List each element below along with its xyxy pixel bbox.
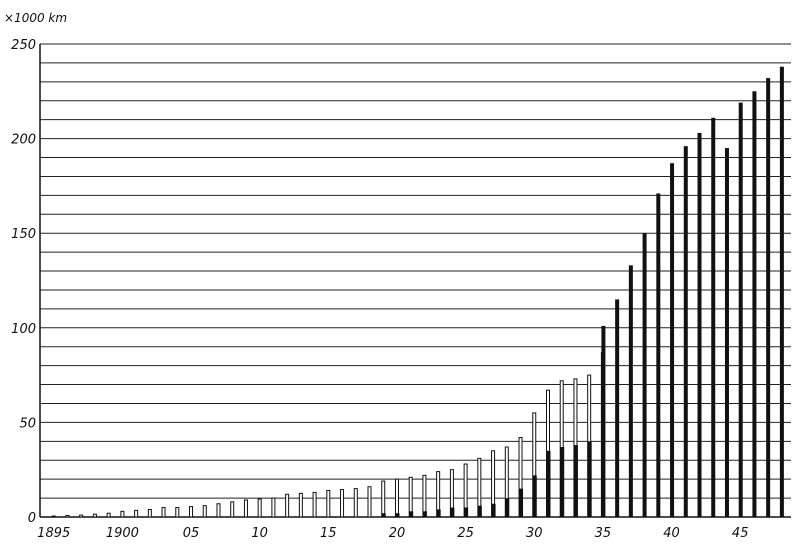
bar-light-1919 <box>381 480 386 518</box>
bar-dark-1921 <box>409 511 414 517</box>
bar-dark-1934 <box>587 441 592 517</box>
bar-dark-1935 <box>601 325 606 517</box>
x-tick-label: 25 <box>457 526 474 541</box>
bar-dark-1936 <box>615 299 620 517</box>
bar-dark-1931 <box>546 450 551 517</box>
bar-light-1906 <box>202 505 207 518</box>
bar-dark-1920 <box>395 513 400 517</box>
bar-dark-1947 <box>766 78 771 517</box>
bar-dark-1939 <box>656 193 661 517</box>
bar-light-1896 <box>65 514 70 518</box>
bar-light-1899 <box>106 512 111 518</box>
x-tick-label: 30 <box>526 526 543 541</box>
bar-light-1922 <box>422 474 427 518</box>
bar-light-1909 <box>243 499 248 518</box>
y-tick-label: 150 <box>11 227 36 242</box>
bar-dark-1919 <box>381 513 386 517</box>
bar-light-1920 <box>394 478 399 518</box>
axes <box>39 44 791 518</box>
bar-dark-1924 <box>450 507 455 517</box>
bar-dark-1930 <box>532 475 537 517</box>
bar-dark-1932 <box>560 446 565 517</box>
bar-light-1913 <box>298 492 303 518</box>
x-tick-label: 15 <box>320 526 337 541</box>
y-tick-labels: 0 50 100 150 200 250 <box>11 38 36 526</box>
bar-dark-1922 <box>422 511 427 517</box>
x-tick-label: 05 <box>183 526 200 541</box>
y-tick-label: 0 <box>28 511 36 526</box>
y-tick-label: 250 <box>11 38 36 53</box>
x-tick-label: 1895 <box>37 526 70 541</box>
bar-dark-1925 <box>464 507 469 517</box>
bar-dark-1929 <box>519 488 524 517</box>
bar-light-1905 <box>189 506 194 518</box>
x-tick-label: 35 <box>595 526 612 541</box>
bar-dark-1942 <box>697 132 702 517</box>
bar-dark-1946 <box>752 91 757 518</box>
bar-dark-1948 <box>779 66 784 517</box>
bar-dark-1943 <box>711 117 716 518</box>
bar-light-1910 <box>257 498 262 518</box>
bar-dark-1938 <box>642 233 647 517</box>
bar-light-1901 <box>134 509 139 518</box>
bar-dark-1944 <box>724 148 729 517</box>
bar-light-1895 <box>51 515 56 518</box>
bar-light-1900 <box>120 510 125 518</box>
bar-dark-1945 <box>738 102 743 517</box>
y-tick-label: 100 <box>11 322 36 337</box>
gridlines <box>40 43 791 518</box>
bar-light-1897 <box>79 514 84 518</box>
bar-dark-1927 <box>491 503 496 517</box>
x-tick-labels: 1895 1900 05 10 15 20 25 30 35 40 45 <box>37 526 748 541</box>
bar-dark-1937 <box>628 265 633 517</box>
bar-light-1903 <box>161 507 166 518</box>
bars <box>51 66 784 518</box>
y-tick-label: 50 <box>19 416 36 431</box>
bar-dark-1926 <box>477 505 482 517</box>
x-tick-label: 10 <box>251 526 268 541</box>
bar-light-1918 <box>367 486 372 518</box>
bar-dark-1933 <box>573 445 578 517</box>
bar-light-1898 <box>92 513 97 518</box>
bar-dark-1923 <box>436 509 441 517</box>
bar-dark-1928 <box>505 498 510 517</box>
x-tick-label: 45 <box>732 526 749 541</box>
bar-light-1908 <box>230 501 235 518</box>
bar-dark-1941 <box>683 146 688 517</box>
bar-light-1907 <box>216 503 221 518</box>
bar-light-1914 <box>312 491 317 518</box>
bar-light-1911 <box>271 497 276 518</box>
bar-light-1912 <box>285 493 290 518</box>
bar-light-1921 <box>408 476 413 518</box>
bar-light-1904 <box>175 507 180 518</box>
x-tick-label: 40 <box>663 526 680 541</box>
bar-dark-1940 <box>670 163 675 518</box>
x-tick-label: 20 <box>389 526 406 541</box>
bar-light-1902 <box>147 508 152 518</box>
x-tick-label: 1900 <box>106 526 139 541</box>
bar-light-1915 <box>326 490 331 518</box>
bar-light-1916 <box>340 489 345 518</box>
y-tick-label: 200 <box>11 133 36 148</box>
bar-light-1917 <box>353 488 358 518</box>
y-axis-unit-label: ×1000 km <box>4 11 67 25</box>
